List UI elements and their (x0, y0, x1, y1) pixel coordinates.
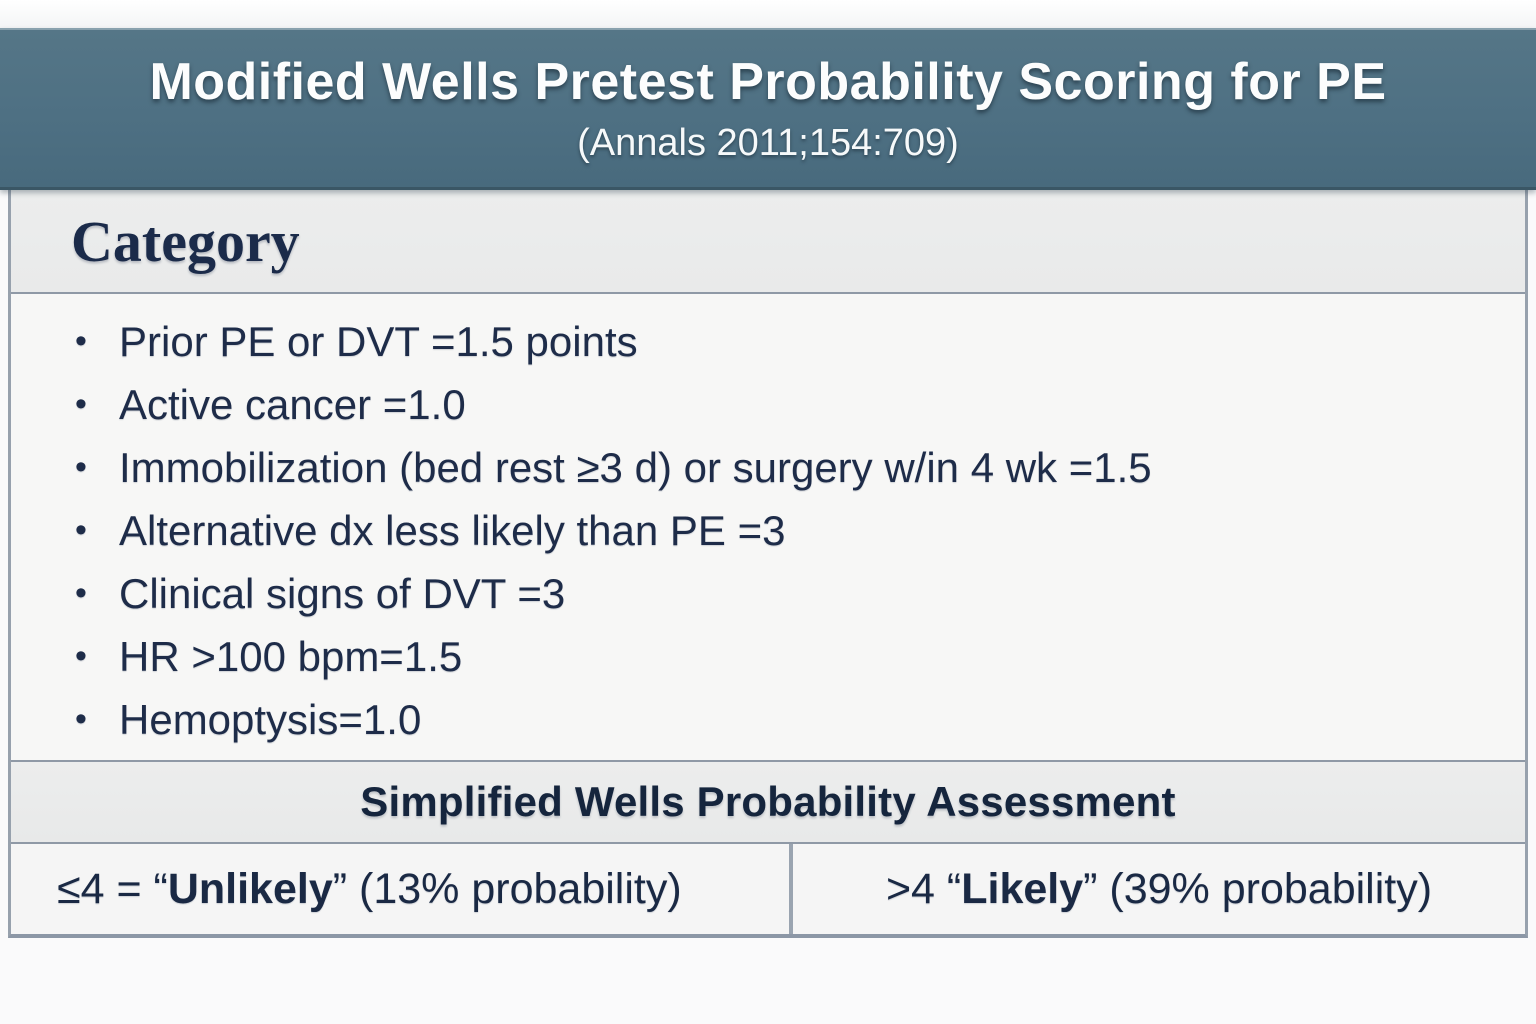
criteria-item-prior-pe-dvt: • Prior PE or DVT =1.5 points (75, 310, 1505, 373)
criteria-item-hemoptysis: • Hemoptysis=1.0 (75, 688, 1505, 751)
title-banner: Modified Wells Pretest Probability Scori… (0, 28, 1536, 190)
unlikely-cell: ≤4 = “Unlikely” (13% probability) (11, 844, 789, 934)
bullet-icon: • (75, 385, 87, 423)
assessment-cells-row: ≤4 = “Unlikely” (13% probability) >4 “Li… (11, 844, 1525, 934)
criteria-text: HR >100 bpm=1.5 (119, 632, 463, 680)
criteria-item-active-cancer: • Active cancer =1.0 (75, 373, 1505, 436)
criteria-text: Immobilization (bed rest ≥3 d) or surger… (119, 443, 1152, 491)
criteria-text: Hemoptysis=1.0 (119, 695, 422, 743)
likely-cell: >4 “Likely” (39% probability) (789, 844, 1525, 934)
likely-cell-suffix: ” (39% probability) (1083, 864, 1433, 913)
unlikely-cell-prefix: ≤4 = “ (57, 864, 168, 913)
criteria-list: • Prior PE or DVT =1.5 points • Active c… (11, 294, 1525, 760)
criteria-text: Alternative dx less likely than PE =3 (119, 506, 786, 554)
assessment-header-row: Simplified Wells Probability Assessment (11, 760, 1525, 844)
criteria-item-hr: • HR >100 bpm=1.5 (75, 625, 1505, 688)
likely-cell-prefix: >4 “ (885, 864, 962, 913)
category-header-row: Category (11, 190, 1525, 294)
unlikely-cell-suffix: ” (13% probability) (332, 864, 682, 913)
criteria-text: Clinical signs of DVT =3 (119, 569, 566, 617)
bullet-icon: • (75, 574, 87, 612)
bullet-icon: • (75, 448, 87, 486)
criteria-item-alternative-dx: • Alternative dx less likely than PE =3 (75, 499, 1505, 562)
likely-cell-keyword: Likely (961, 864, 1084, 913)
bullet-icon: • (75, 637, 87, 675)
unlikely-cell-keyword: Unlikely (167, 864, 333, 913)
bullet-icon: • (75, 700, 87, 738)
criteria-item-immobilization: • Immobilization (bed rest ≥3 d) or surg… (75, 436, 1505, 499)
criteria-text: Prior PE or DVT =1.5 points (119, 317, 638, 365)
assessment-header-label: Simplified Wells Probability Assessment (360, 778, 1176, 825)
criteria-text: Active cancer =1.0 (119, 380, 466, 428)
slide-subtitle-citation: (Annals 2011;154:709) (577, 122, 959, 164)
criteria-item-clinical-signs-dvt: • Clinical signs of DVT =3 (75, 562, 1505, 625)
category-header-label: Category (71, 208, 300, 274)
top-margin-strip (0, 0, 1536, 28)
wells-scoring-table: Category • Prior PE or DVT =1.5 points •… (8, 190, 1528, 938)
slide-title: Modified Wells Pretest Probability Scori… (149, 53, 1387, 111)
bullet-icon: • (75, 511, 87, 549)
bullet-icon: • (75, 322, 87, 360)
